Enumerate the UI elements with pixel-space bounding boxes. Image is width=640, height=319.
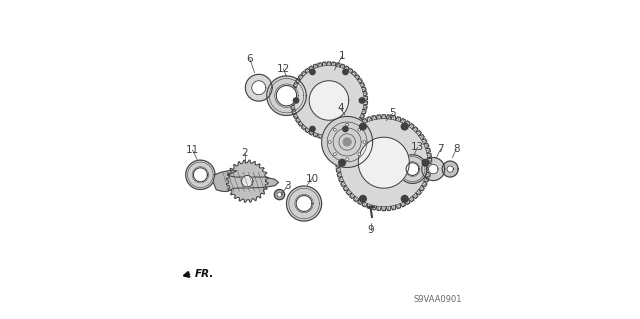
Polygon shape	[422, 158, 445, 181]
Circle shape	[360, 123, 366, 130]
Polygon shape	[276, 85, 297, 106]
Polygon shape	[291, 62, 367, 139]
Polygon shape	[336, 115, 432, 211]
Circle shape	[343, 69, 348, 75]
Circle shape	[360, 196, 366, 202]
Circle shape	[358, 153, 361, 156]
Polygon shape	[267, 76, 307, 115]
Text: 10: 10	[305, 174, 319, 184]
Text: S9VAA0901: S9VAA0901	[413, 295, 461, 304]
Text: 11: 11	[186, 145, 199, 155]
Polygon shape	[406, 163, 419, 175]
Circle shape	[358, 128, 361, 131]
Polygon shape	[321, 116, 372, 167]
Circle shape	[339, 160, 346, 166]
Circle shape	[328, 141, 331, 143]
Polygon shape	[447, 166, 453, 172]
Polygon shape	[213, 171, 278, 191]
Polygon shape	[227, 160, 268, 202]
Circle shape	[346, 123, 349, 126]
Text: 9: 9	[368, 225, 374, 235]
Text: 2: 2	[242, 148, 248, 158]
Polygon shape	[398, 155, 427, 183]
Text: 1: 1	[339, 51, 346, 61]
Polygon shape	[241, 175, 253, 187]
Polygon shape	[245, 74, 272, 101]
Circle shape	[359, 98, 365, 103]
Polygon shape	[193, 168, 207, 182]
Text: 5: 5	[389, 108, 396, 118]
Circle shape	[293, 98, 299, 103]
Text: 8: 8	[453, 144, 460, 154]
Text: 12: 12	[276, 63, 290, 74]
Circle shape	[333, 128, 336, 131]
Polygon shape	[186, 160, 215, 189]
Circle shape	[422, 160, 429, 166]
Circle shape	[310, 69, 315, 75]
Circle shape	[401, 123, 408, 130]
Text: 7: 7	[437, 144, 444, 154]
Circle shape	[401, 196, 408, 202]
Polygon shape	[309, 81, 349, 120]
Polygon shape	[277, 192, 282, 197]
Text: 13: 13	[411, 142, 424, 152]
Polygon shape	[275, 189, 285, 200]
Polygon shape	[287, 186, 321, 221]
Polygon shape	[343, 138, 351, 146]
Polygon shape	[442, 161, 458, 177]
Text: FR.: FR.	[195, 269, 214, 279]
Polygon shape	[296, 196, 312, 211]
Circle shape	[343, 126, 348, 132]
Circle shape	[310, 126, 315, 132]
Polygon shape	[358, 137, 410, 188]
Text: 4: 4	[337, 103, 344, 114]
Circle shape	[333, 153, 336, 156]
Circle shape	[363, 141, 366, 143]
Text: 3: 3	[284, 181, 291, 191]
Polygon shape	[428, 164, 438, 174]
Circle shape	[346, 158, 349, 161]
Polygon shape	[252, 81, 266, 95]
Text: 6: 6	[246, 54, 253, 64]
